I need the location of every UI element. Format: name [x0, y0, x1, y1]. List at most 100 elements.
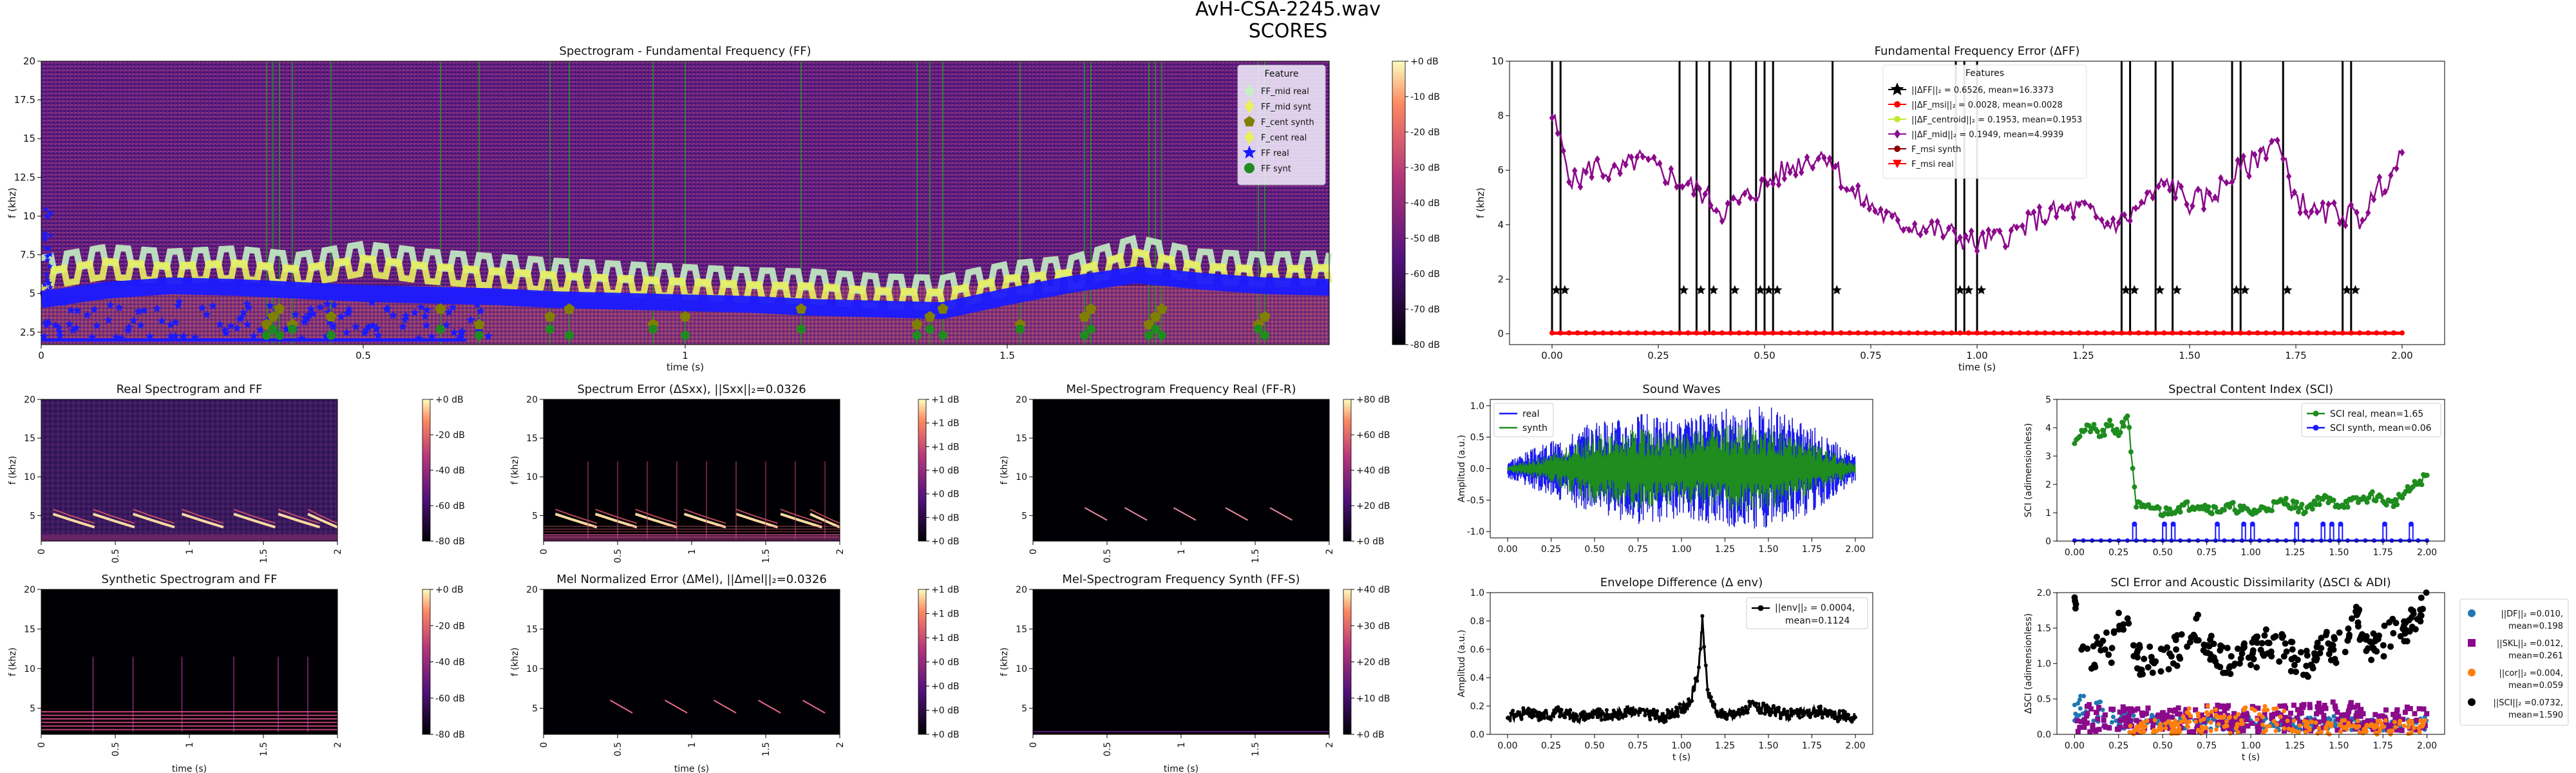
skl-point: [2321, 712, 2327, 718]
ff-mid-error-point: [1577, 183, 1584, 191]
cor-point: [2177, 725, 2182, 730]
skl-point: [2404, 704, 2410, 710]
f-msi-error-point: [1634, 330, 1640, 336]
f-msi-error-point: [1702, 330, 1708, 336]
sci-point: [2417, 611, 2424, 618]
sci-real-point: [2209, 511, 2215, 517]
ff-synth-point: [262, 330, 271, 340]
env-diff-point: [1770, 710, 1774, 714]
x-tick-label: 1.5: [1251, 549, 1261, 563]
x-tick-label: 1.25: [2072, 350, 2094, 361]
sci-point: [2116, 626, 2123, 633]
env-diff-point: [1705, 687, 1710, 692]
skl-point: [2277, 703, 2283, 709]
env-diff-point: [1763, 712, 1767, 716]
ff-error-star: [1709, 285, 1719, 294]
f-msi-error-point: [2145, 330, 2150, 336]
y-tick-label: 0.4: [1470, 673, 1484, 683]
sci-point: [2253, 639, 2260, 646]
ff-real-point: [43, 301, 50, 307]
legend-label: F_msi synth: [1911, 145, 1961, 155]
sci-real-point: [2108, 423, 2114, 428]
ff-mid-error-point: [1974, 247, 1980, 255]
sci-point: [2380, 653, 2387, 660]
skl-point: [2297, 720, 2303, 725]
y-tick-label: 2.0: [2037, 588, 2051, 598]
sci-point: [2282, 640, 2289, 647]
skl-point: [2216, 704, 2222, 710]
ff-mid-error-point: [2014, 224, 2020, 232]
sci-point: [2093, 633, 2100, 640]
ff-mid-error-point: [1730, 194, 1736, 202]
skl-point: [2244, 717, 2249, 723]
f-msi-error-point: [2221, 330, 2226, 336]
f-cent-synth-point: [325, 310, 337, 321]
ff-mid-error-point: [1657, 159, 1663, 167]
ff-mid-error-point: [1900, 226, 1906, 234]
env-diff-point: [1839, 714, 1844, 719]
env-diff-point: [1846, 712, 1851, 717]
ff-mid-error-point: [2201, 205, 2207, 213]
cor-point: [2208, 729, 2213, 734]
x-tick-label: 2: [333, 742, 343, 748]
skl-point: [2316, 719, 2322, 725]
sci-point: [2146, 643, 2154, 650]
y-tick-label: 15: [1016, 624, 1027, 635]
legend-marker: [1244, 84, 1255, 98]
x-tick-label: 1.5: [761, 742, 772, 756]
sci-point: [2331, 634, 2338, 641]
cor-point: [2262, 703, 2268, 709]
ff-mid-error-point: [1906, 225, 1912, 234]
skl-point: [2160, 710, 2166, 716]
sci-point: [2293, 669, 2300, 676]
sci-real-point: [2167, 506, 2173, 512]
ff-real-point: [44, 256, 51, 263]
env-diff-point: [1777, 705, 1781, 710]
f-msi-error-point: [1880, 330, 1886, 336]
legend-label: FF synt: [1261, 164, 1291, 174]
cor-point: [2252, 708, 2257, 713]
ff-real-point: [208, 301, 218, 310]
ff-mid-error-point: [1844, 186, 1850, 194]
f-cent-synth-point: [435, 303, 446, 314]
ff-real-point: [129, 316, 138, 325]
ff-mid-error-point: [2105, 219, 2110, 227]
df-point: [2094, 700, 2099, 705]
f-msi-error-point: [2161, 330, 2167, 336]
ff-synth-point: [797, 324, 806, 334]
mel-error-trace: [665, 700, 688, 714]
sci-point: [2253, 634, 2260, 641]
f-msi-error-point: [2280, 330, 2286, 336]
spectrogram-background: [1033, 589, 1329, 734]
ff-error-legend: Features ||ΔFF||₂ = 0.6526, mean=16.3373 |…: [1882, 64, 2087, 179]
cor-point: [2235, 721, 2240, 727]
sci-point: [2168, 653, 2175, 660]
x-tick-label: 0.5: [613, 742, 623, 756]
colorbar: [422, 399, 431, 542]
chart-title: Synthetic Spectrogram and FF: [101, 573, 277, 586]
cor-point: [2152, 718, 2157, 723]
y-tick-label: 0: [1497, 328, 1504, 339]
cor-point: [2398, 718, 2403, 723]
f-msi-error-point: [1889, 330, 1895, 336]
legend-label: ||ΔF_mid||₂ = 0.1949, mean=4.9939: [1911, 130, 2063, 140]
colorbar-label: -20 dB: [435, 621, 465, 631]
f-msi-error-point: [2306, 330, 2311, 336]
y-tick-label: 0: [2045, 537, 2051, 547]
legend-label: real: [1522, 409, 1540, 419]
x-tick-label: 0.75: [1628, 741, 1648, 751]
sci-point: [2289, 638, 2296, 645]
syllable-harmonic: [278, 508, 320, 524]
sci-real-point: [2086, 423, 2092, 428]
ff-mid-error-point: [2020, 222, 2025, 230]
ff-real-point: [47, 232, 54, 238]
ff-mid-error-point: [1566, 178, 1572, 186]
legend-label: ||ΔF_msi||₂ = 0.0028, mean=0.0028: [1911, 100, 2063, 110]
sci-synth-point: [2345, 538, 2350, 543]
env-diff-point: [1733, 713, 1738, 718]
skl-point: [2075, 729, 2081, 734]
f-msi-error-point: [1787, 330, 1793, 336]
synth-wave-line: [1507, 425, 1856, 513]
syllable-harmonic: [233, 508, 276, 524]
f-msi-error-point: [1906, 330, 1912, 336]
